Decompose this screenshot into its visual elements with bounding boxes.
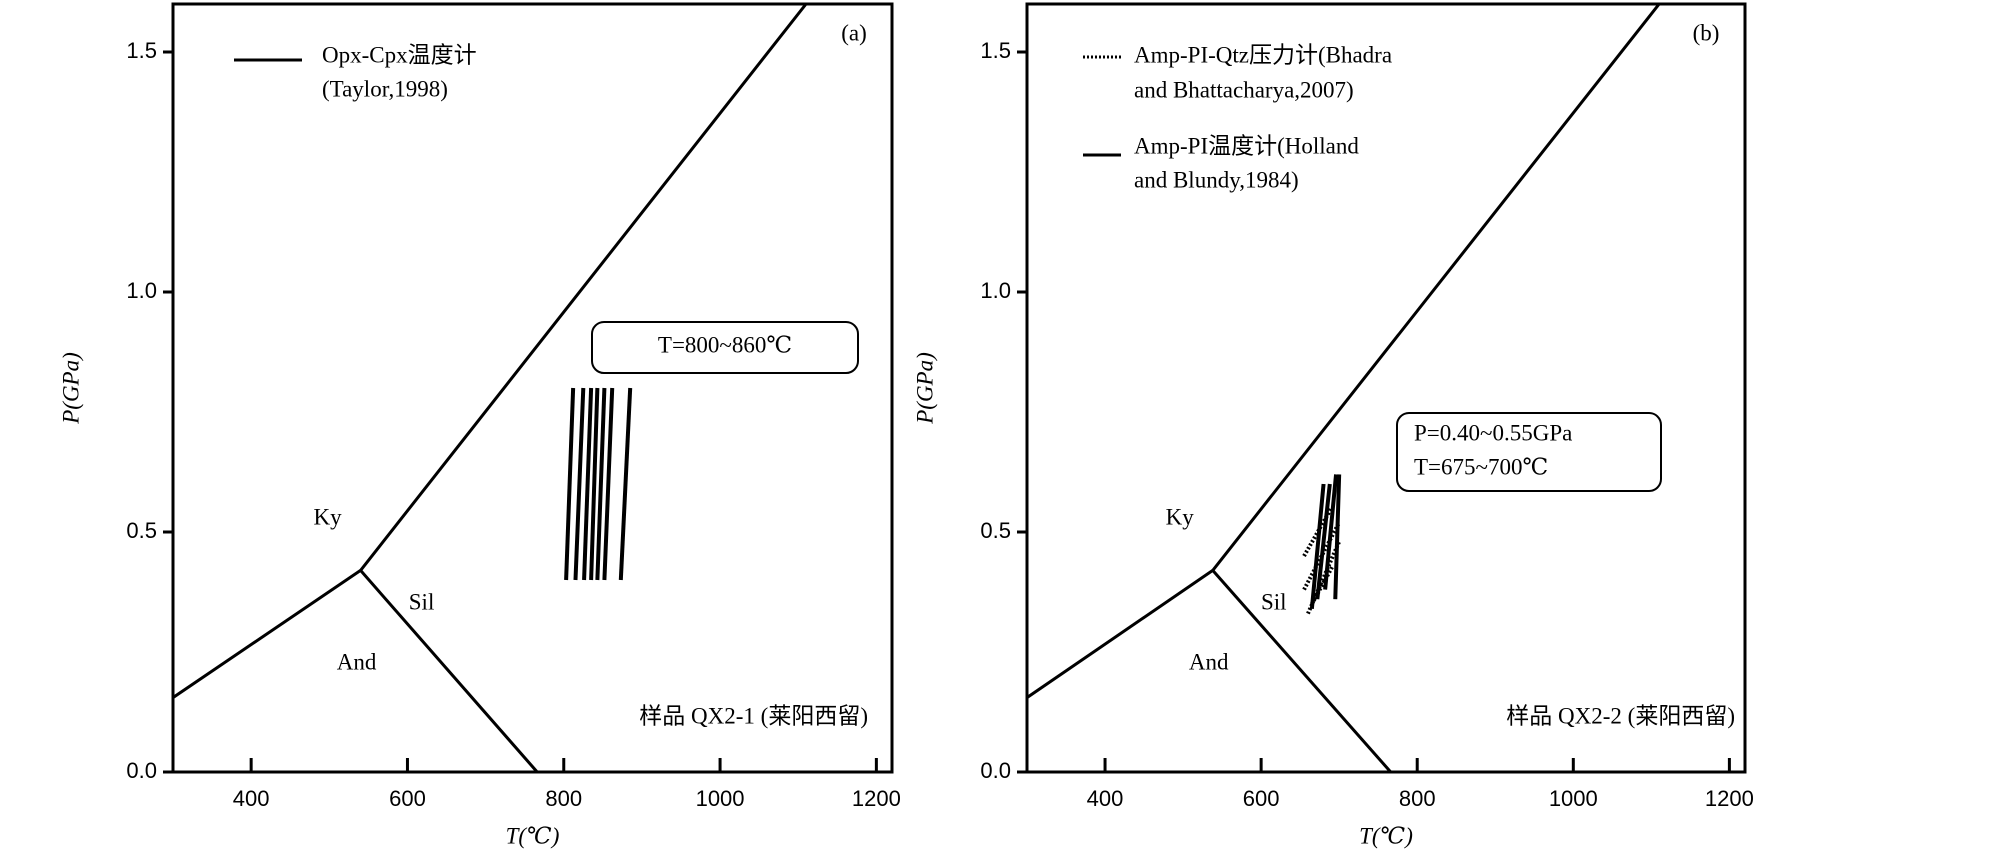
x-axis-label: T(℃)	[506, 823, 560, 848]
x-tick-label: 800	[545, 786, 582, 811]
legend-label: and Bhattacharya,2007)	[1134, 77, 1354, 102]
phase-boundary	[1027, 569, 1214, 699]
legend-label: (Taylor,1998)	[322, 76, 448, 101]
phase-boundary	[1211, 4, 1661, 572]
thermometer-line	[1310, 564, 1335, 605]
x-tick-label: 1000	[1549, 786, 1598, 811]
y-tick-label: 1.5	[980, 38, 1011, 63]
thermometer-line	[1302, 507, 1334, 557]
x-tick-label: 400	[233, 786, 270, 811]
x-axis-label: T(℃)	[1359, 823, 1413, 848]
thermometer-line	[573, 387, 586, 581]
annotation-box	[591, 321, 859, 374]
legend-label: Opx-Cpx温度计	[322, 42, 477, 67]
thermometer-line	[595, 387, 607, 581]
annotation: T=675~700℃	[1414, 454, 1548, 479]
y-tick-label: 0.0	[126, 758, 157, 783]
y-tick-label: 0.5	[980, 518, 1011, 543]
phase-boundary	[359, 569, 539, 772]
y-tick-label: 1.5	[126, 38, 157, 63]
y-tick-label: 1.0	[980, 278, 1011, 303]
x-tick-label: 400	[1087, 786, 1124, 811]
panel: 0.0 0.5 1.0 1.5 400 600 800 1000 1200 T(℃) P(GPa) (…	[58, 2, 901, 848]
phase-boundary	[359, 4, 808, 572]
x-tick-label: 800	[1399, 786, 1436, 811]
thermometer-line	[1333, 474, 1342, 600]
plot-frame	[171, 2, 894, 774]
y-tick-label: 0.5	[126, 518, 157, 543]
field-label: Sil	[1261, 590, 1287, 615]
sample-label: 样品 QX2-1 (莱阳西留)	[639, 703, 868, 728]
y-axis-label: P(GPa)	[58, 352, 83, 425]
x-tick-label: 1200	[852, 786, 901, 811]
panel-label: (a)	[841, 20, 867, 45]
thermometer-line	[602, 387, 615, 581]
field-label: And	[1189, 650, 1229, 675]
legend-label: and Blundy,1984)	[1134, 167, 1299, 192]
phase-boundary	[1211, 569, 1392, 772]
plot-frame	[1025, 2, 1747, 774]
y-tick-label: 0.0	[980, 758, 1011, 783]
thermometer-line	[582, 387, 594, 581]
thermometer-line	[1315, 483, 1332, 600]
legend-label: Amp-PI温度计(Holland	[1134, 133, 1359, 158]
x-tick-label: 1000	[696, 786, 745, 811]
thermometer-line	[1323, 474, 1339, 590]
panel: 0.0 0.5 1.0 1.5 400 600 800 1000 1200 T(℃) P(GPa) (…	[912, 2, 1754, 848]
y-tick-label: 1.0	[126, 278, 157, 303]
thermometer-line	[564, 387, 576, 581]
thermometer-line	[589, 387, 600, 581]
thermometer-line	[618, 387, 633, 581]
phase-boundary	[173, 569, 362, 699]
field-label: Ky	[1166, 505, 1195, 530]
thermometer-line	[1309, 483, 1326, 609]
x-tick-label: 1200	[1705, 786, 1754, 811]
field-label: Sil	[409, 590, 435, 615]
x-tick-label: 600	[389, 786, 426, 811]
annotation-box	[1396, 412, 1662, 492]
panel-label: (b)	[1693, 20, 1720, 45]
annotation: T=800~860℃	[658, 332, 792, 357]
legend-label: Amp-PI-Qtz压力计(Bhadra	[1134, 42, 1392, 67]
sample-label: 样品 QX2-2 (莱阳西留)	[1506, 703, 1735, 728]
x-tick-label: 600	[1243, 786, 1280, 811]
field-label: And	[337, 650, 377, 675]
annotation: P=0.40~0.55GPa	[1414, 420, 1572, 445]
field-label: Ky	[314, 505, 343, 530]
y-axis-label: P(GPa)	[912, 352, 937, 425]
